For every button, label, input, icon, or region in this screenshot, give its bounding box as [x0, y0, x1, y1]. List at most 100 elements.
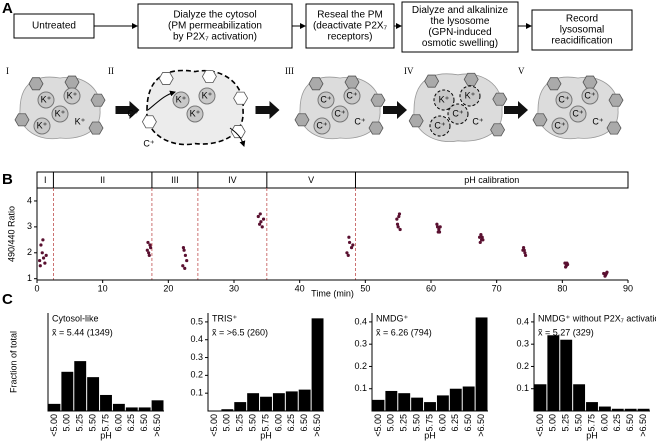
data-point: [145, 248, 149, 252]
y-tick-label: 0.4: [354, 316, 367, 326]
x-tick-label: 0: [34, 283, 39, 293]
ion-label: C⁺: [354, 116, 365, 126]
step-text: receptors): [327, 32, 372, 43]
x-tick-label: >6.50: [312, 414, 322, 437]
x-tick-label: <5.00: [49, 414, 59, 437]
axis-line: [207, 313, 324, 412]
lysosome: [551, 117, 569, 135]
bar: [74, 361, 87, 411]
ion-label: C⁺: [316, 120, 327, 130]
receptor: [368, 121, 384, 135]
receptor: [408, 114, 424, 128]
bar: [598, 406, 611, 411]
panel-letter: C: [2, 291, 13, 308]
data-point: [256, 214, 260, 219]
receptor: [158, 72, 174, 85]
lysosome: [459, 85, 481, 107]
bar: [424, 402, 436, 411]
data-point: [523, 251, 527, 255]
x-tick-label: 50: [360, 283, 370, 293]
ion-label: C⁺: [452, 108, 463, 118]
lysosome: [33, 117, 51, 135]
x-tick-label: 5.75: [260, 414, 270, 432]
data-point: [259, 220, 263, 224]
ion-label: K⁺: [55, 108, 66, 118]
ion-label: K⁺: [439, 94, 450, 104]
bar: [372, 399, 385, 411]
ion-label: C⁺: [334, 108, 345, 118]
x-tick-label: 6.50: [625, 414, 635, 432]
receptor: [308, 77, 324, 91]
x-tick-label: 5.00: [386, 414, 396, 432]
data-point: [146, 240, 150, 245]
step-text: (PM permeabilization: [168, 21, 262, 32]
x-tick-label: 6.50: [299, 414, 309, 432]
x-tick-label: 6.00: [113, 414, 123, 432]
ion-label: K⁺: [465, 90, 476, 100]
ion-label: C⁺: [584, 90, 595, 100]
bar: [125, 407, 138, 411]
lysosome: [172, 91, 190, 109]
ion-flow: [147, 90, 176, 111]
y-tick-label: 3: [27, 221, 32, 231]
median-annotation: x̃ = 5.44 (1349): [52, 327, 113, 337]
ion-label: K⁺: [67, 90, 78, 100]
phase-label: II: [100, 175, 105, 185]
bar: [385, 390, 398, 411]
data-point: [347, 240, 352, 245]
bar: [285, 391, 298, 411]
data-point: [479, 233, 483, 237]
receptor: [28, 77, 44, 91]
x-axis-label: pH: [424, 430, 436, 440]
data-point: [41, 256, 46, 260]
lysosome: [569, 105, 587, 123]
receptor: [608, 93, 624, 107]
receptor: [424, 74, 440, 88]
x-tick-label: 6.50: [463, 414, 473, 432]
ion-label: K⁺: [75, 116, 86, 126]
axis-line: [47, 313, 164, 412]
data-point: [397, 214, 401, 219]
axis-line: [36, 188, 628, 281]
y-tick-label: 4: [27, 195, 32, 205]
panel-letter: B: [2, 171, 13, 188]
bar: [462, 386, 475, 411]
receptor: [344, 75, 360, 89]
y-tick-label: 1: [27, 273, 32, 283]
bar: [586, 402, 598, 411]
bar: [547, 335, 560, 411]
y-axis-label: Fraction of total: [8, 331, 18, 393]
x-tick-label: 5.25: [75, 414, 85, 432]
histogram-title: NMDG⁺ without P2X₇ activation: [538, 313, 656, 323]
x-axis-label: pH: [260, 430, 272, 440]
receptor: [141, 115, 157, 129]
lysosome: [317, 91, 335, 109]
step-text: (GPN-induced: [428, 27, 491, 38]
bar: [573, 384, 586, 411]
step-box: [305, 3, 395, 49]
histogram-title: Cytosol-like: [52, 313, 99, 323]
bar: [560, 339, 573, 411]
stage-numeral: I: [6, 66, 9, 76]
data-point: [437, 227, 441, 232]
bar: [411, 397, 424, 411]
y-tick-label: 0.2: [190, 370, 203, 380]
bar: [475, 317, 488, 411]
ion-label: C⁺: [434, 120, 445, 130]
step-text: Dialyze and alkalinize: [412, 5, 509, 16]
data-point: [522, 248, 526, 252]
bar: [87, 377, 100, 411]
data-point: [345, 251, 349, 255]
x-tick-label: 80: [557, 283, 567, 293]
x-tick-label: >6.50: [476, 414, 486, 437]
step-text: the lysosome: [431, 16, 490, 27]
step-text: Dialyze the cytosol: [173, 10, 256, 21]
data-point: [183, 266, 187, 270]
x-tick-label: 5.50: [247, 414, 257, 432]
x-tick-label: 5.50: [87, 414, 97, 432]
data-point: [477, 235, 482, 239]
x-axis-label: Time (min): [311, 288, 354, 298]
receptor: [370, 93, 386, 107]
ion-label: K⁺: [202, 90, 213, 100]
data-point: [435, 222, 439, 226]
